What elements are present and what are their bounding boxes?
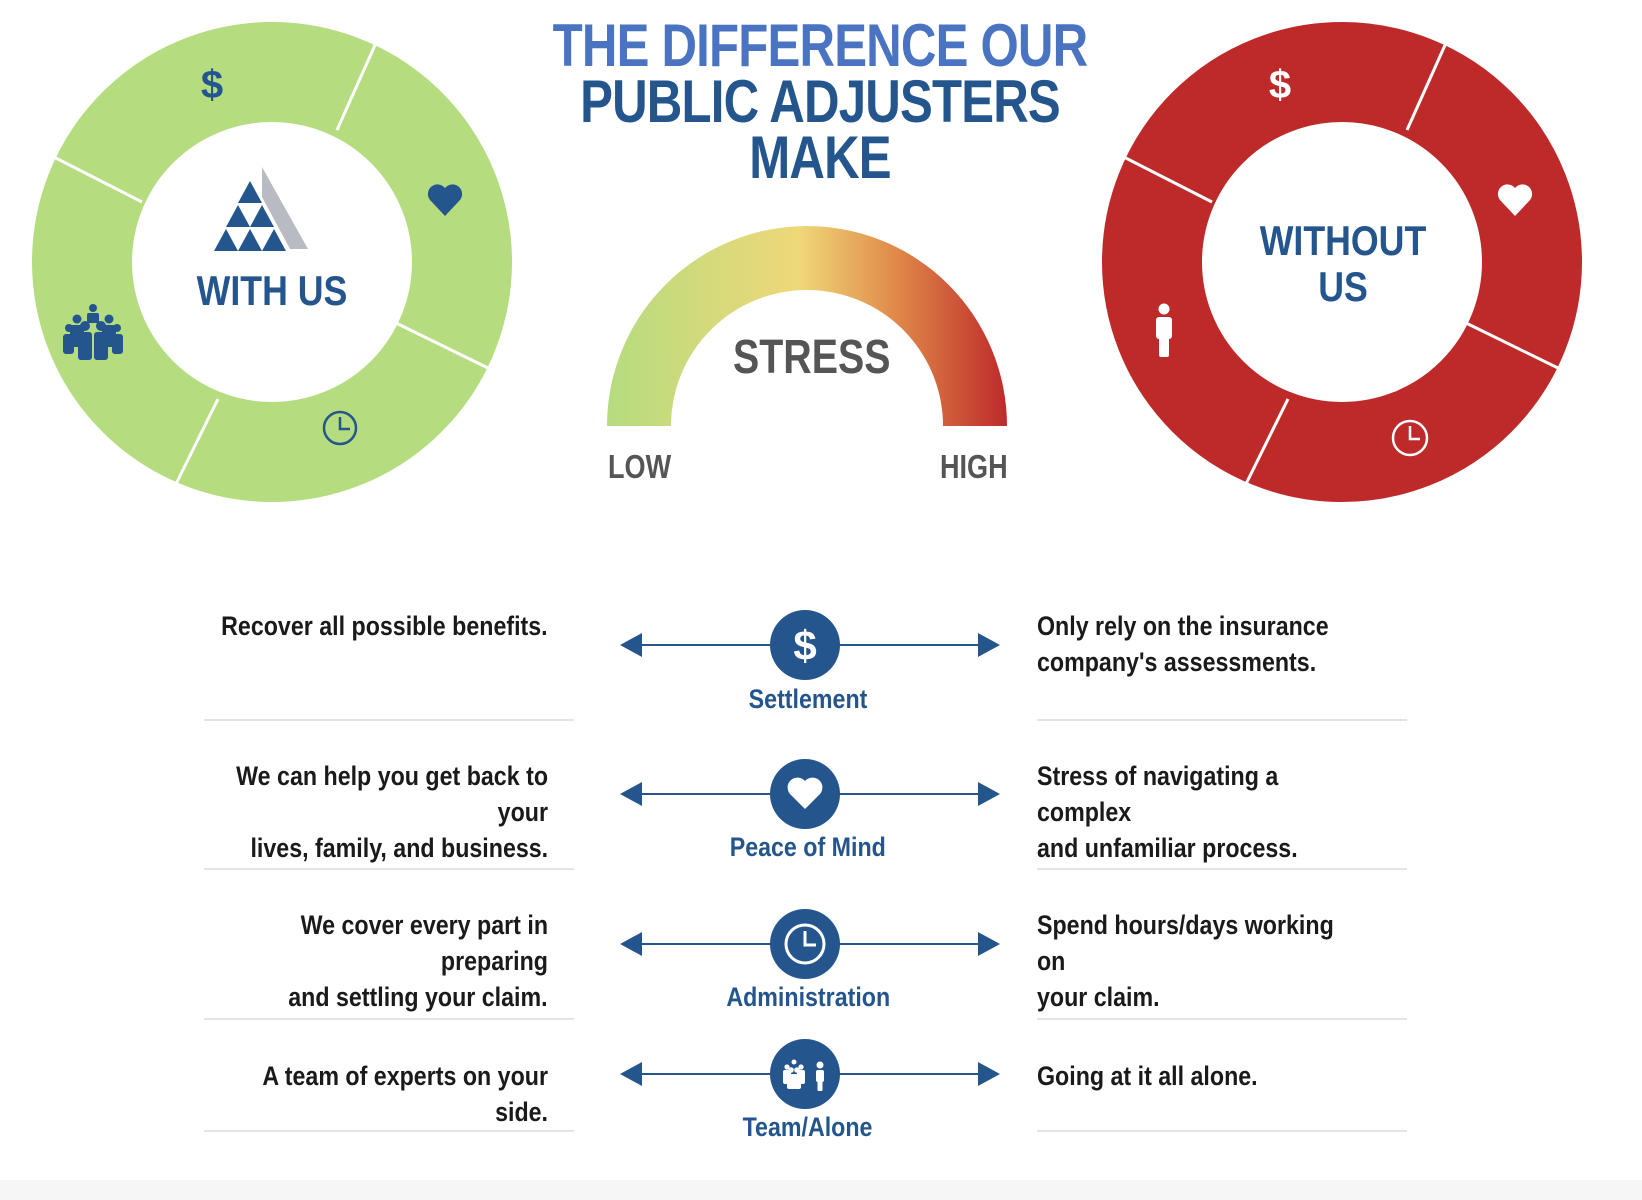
text-line: Spend hours/days working on	[1037, 910, 1334, 976]
text-line: Recover all possible benefits.	[221, 611, 548, 641]
text-line: Going at it all alone.	[1037, 1061, 1258, 1091]
with-us-ring-band	[32, 22, 512, 502]
without-us-ring: $	[1102, 22, 1582, 502]
text-line: lives, family, and business.	[250, 833, 548, 863]
row-divider	[1037, 719, 1407, 721]
with-us-label: WITH US	[196, 267, 348, 314]
without-us-ring-separators	[1113, 33, 1561, 493]
row-divider	[1037, 1130, 1407, 1132]
row-peace-of-mind-label: Peace of Mind	[729, 832, 887, 862]
row-divider	[1037, 868, 1407, 870]
text-line: A team of experts on your side.	[262, 1061, 548, 1127]
row-administration-with-us-text: We cover every part in preparing and set…	[168, 907, 548, 1015]
without-us-label: WITHOUT US	[1258, 218, 1428, 310]
text-line: company's assessments.	[1037, 647, 1317, 677]
row-divider	[204, 1130, 574, 1132]
svg-text:$: $	[793, 622, 816, 669]
gauge-label-high: HIGH	[940, 448, 1008, 485]
row-peace-of-mind-with-us-text: We can help you get back to your lives, …	[168, 758, 548, 866]
with-us-ring: $	[32, 22, 512, 502]
text-line: and settling your claim.	[288, 982, 548, 1012]
team-icon	[63, 304, 123, 360]
heart-icon	[427, 184, 463, 216]
row-divider	[204, 719, 574, 721]
team-person-icon	[770, 1039, 840, 1109]
row-administration-label: Administration	[726, 982, 890, 1012]
row-settlement-without-us-text: Only rely on the insurance company's ass…	[1037, 608, 1417, 680]
clock-icon	[1391, 419, 1429, 457]
company-logo	[214, 167, 308, 251]
row-settlement-with-us-text: Recover all possible benefits.	[168, 608, 548, 644]
text-line: Stress of navigating a complex	[1037, 761, 1279, 827]
clock-icon	[770, 909, 840, 979]
dollar-icon: $	[1269, 63, 1291, 107]
heart-icon	[770, 759, 840, 829]
stress-gauge	[607, 226, 1007, 426]
row-divider	[204, 1018, 574, 1020]
row-team-alone-label: Team/Alone	[743, 1112, 873, 1142]
person-icon	[1156, 303, 1172, 357]
with-us-ring-separators	[43, 33, 491, 493]
gauge-label-low: LOW	[608, 448, 672, 485]
page-title: THE DIFFERENCE OUR PUBLIC ADJUSTERS MAKE	[533, 12, 1107, 191]
without-us-label-line-2: US	[1318, 263, 1368, 310]
without-us-ring-band	[1102, 22, 1582, 502]
dollar-icon: $	[201, 63, 223, 107]
row-settlement-label: Settlement	[748, 684, 868, 714]
clock-icon	[322, 410, 358, 446]
heart-icon	[1497, 184, 1533, 216]
text-line: We can help you get back to your	[236, 761, 548, 827]
title-line-2: PUBLIC ADJUSTERS MAKE	[580, 68, 1061, 191]
row-administration-without-us-text: Spend hours/days working on your claim.	[1037, 907, 1417, 1015]
row-divider	[204, 868, 574, 870]
text-line: and unfamiliar process.	[1037, 833, 1298, 863]
footer-band	[0, 1180, 1642, 1200]
without-us-label-line-1: WITHOUT	[1259, 217, 1427, 264]
row-peace-of-mind-without-us-text: Stress of navigating a complex and unfam…	[1037, 758, 1417, 866]
dollar-icon: $	[770, 610, 840, 680]
row-divider	[1037, 1018, 1407, 1020]
title-line-1: THE DIFFERENCE OUR	[552, 12, 1088, 79]
row-team-alone-with-us-text: A team of experts on your side.	[168, 1058, 548, 1130]
text-line: We cover every part in preparing	[300, 910, 548, 976]
gauge-label-stress: STRESS	[733, 331, 891, 384]
text-line: Only rely on the insurance	[1037, 611, 1329, 641]
text-line: your claim.	[1037, 982, 1160, 1012]
gauge-arc	[607, 226, 1007, 426]
row-team-alone-without-us-text: Going at it all alone.	[1037, 1058, 1417, 1094]
